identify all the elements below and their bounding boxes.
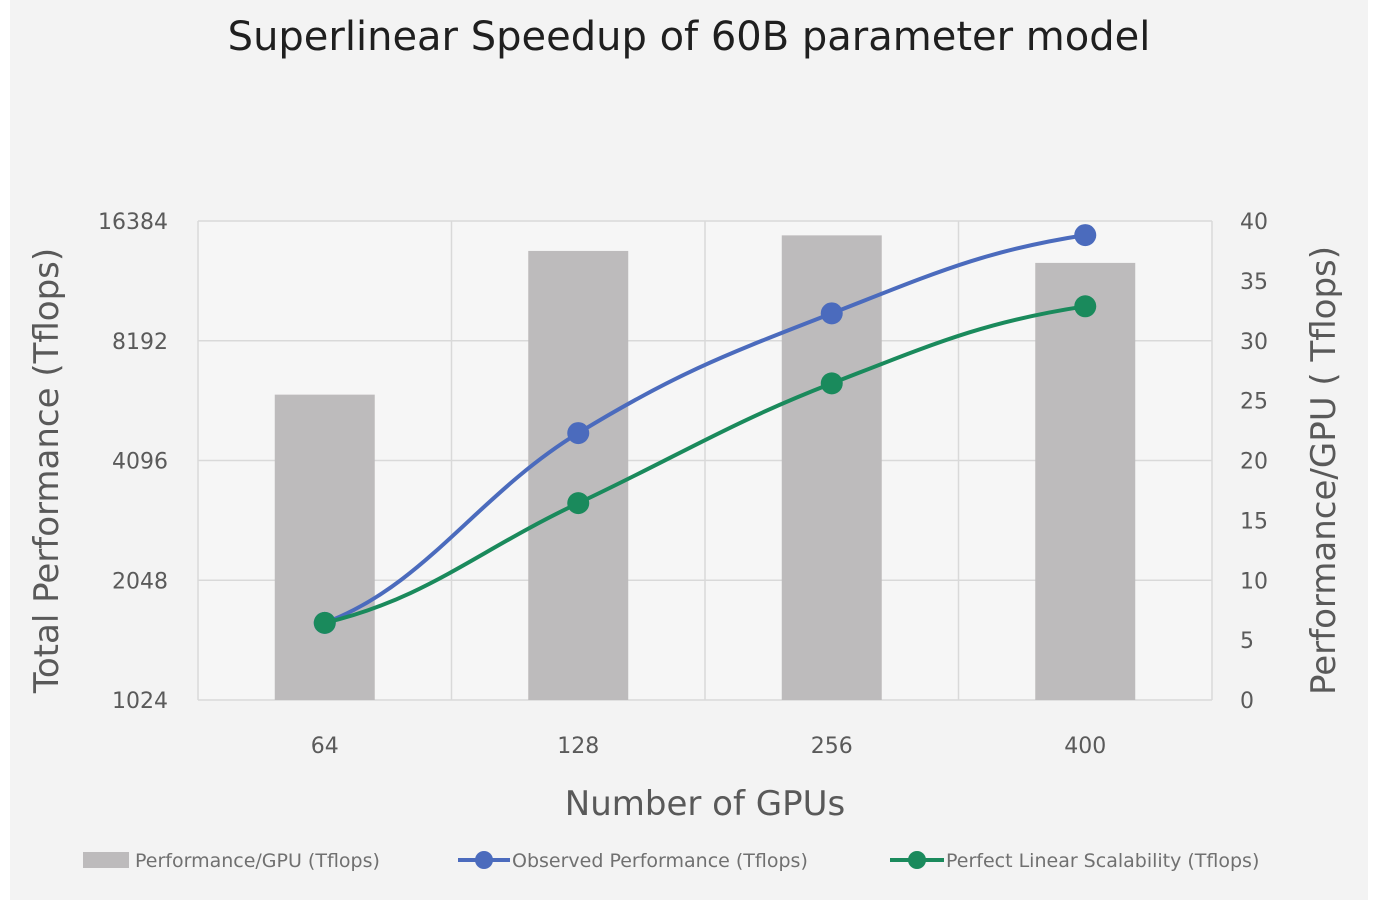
data-point: [567, 492, 590, 515]
y-right-tick-label: 0: [1240, 689, 1254, 714]
series-line-1: [324, 304, 1086, 625]
y-right-tick-label: 35: [1240, 270, 1268, 295]
x-tick-label: 128: [557, 734, 599, 759]
x-tick-label: 256: [811, 734, 853, 759]
x-tick-label: 400: [1064, 734, 1106, 759]
data-point: [1074, 295, 1097, 318]
data-point: [567, 422, 590, 445]
data-point: [820, 372, 843, 395]
y-right-tick-label: 15: [1240, 509, 1268, 534]
legend-marker-observed: [475, 851, 493, 869]
y-left-tick-label: 8192: [112, 330, 168, 355]
y-right-tick-label: 30: [1240, 330, 1268, 355]
y-right-tick-label: 25: [1240, 390, 1268, 415]
chart-title: Superlinear Speedup of 60B parameter mod…: [227, 14, 1151, 60]
legend-label-linear: Perfect Linear Scalability (Tflops): [946, 850, 1259, 872]
y-left-axis-title: Total Performance (Tflops): [27, 248, 67, 694]
y-right-tick-label: 40: [1240, 210, 1268, 235]
data-point: [313, 611, 336, 634]
legend-label-observed: Observed Performance (Tflops): [512, 850, 808, 872]
data-point: [820, 302, 843, 325]
y-left-tick-label: 16384: [98, 210, 168, 235]
bar: [274, 394, 375, 700]
y-right-axis-title: Performance/GPU ( Tflops): [1304, 246, 1344, 695]
y-right-tick-label: 10: [1240, 569, 1268, 594]
bar: [528, 250, 629, 700]
y-left-tick-label: 4096: [112, 450, 168, 475]
legend-label-bar: Performance/GPU (Tflops): [135, 850, 380, 872]
y-left-tick-label: 2048: [112, 569, 168, 594]
series-line-0: [324, 233, 1086, 625]
legend-bar-swatch: [83, 852, 129, 868]
x-tick-label: 64: [311, 734, 339, 759]
data-point: [1074, 224, 1097, 247]
y-right-tick-label: 20: [1240, 450, 1268, 475]
x-axis-title: Number of GPUs: [565, 784, 845, 824]
legend-marker-linear: [908, 851, 926, 869]
bar: [1035, 262, 1136, 700]
y-right-tick-label: 5: [1240, 629, 1254, 654]
y-left-tick-label: 1024: [112, 689, 168, 714]
